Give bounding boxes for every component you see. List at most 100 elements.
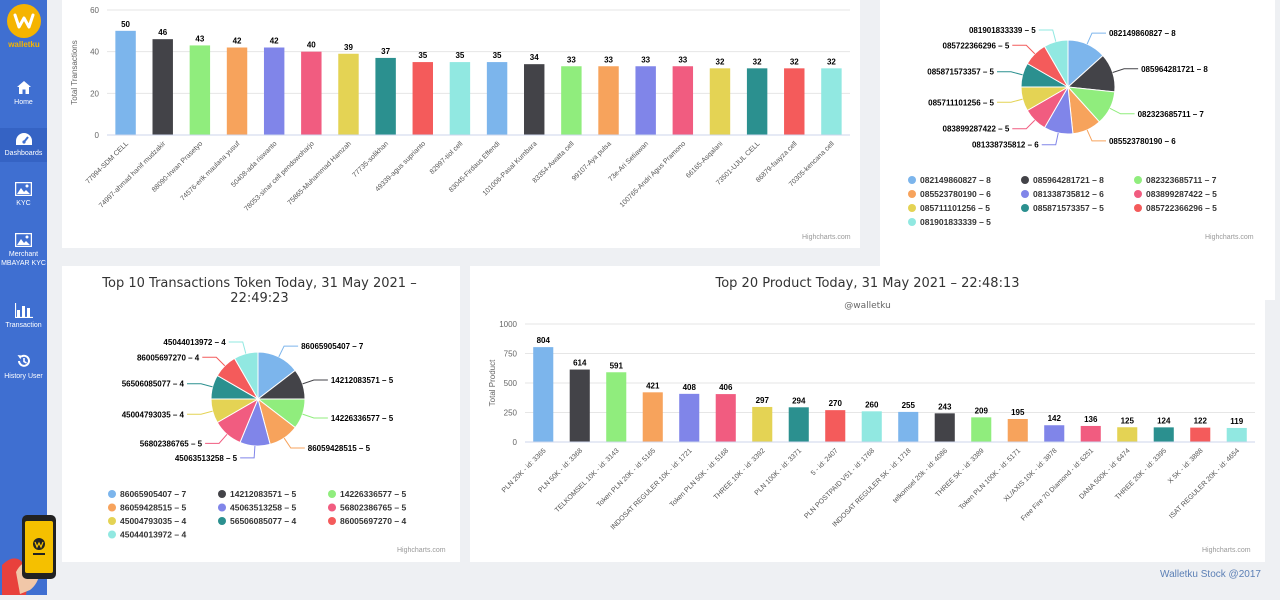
sidebar-item-label: Transaction — [5, 322, 42, 329]
data-label: 804 — [537, 336, 551, 345]
data-label: 45044013972 – 4 — [163, 338, 226, 347]
x-tick-label: X 5K - id: 3888 — [1167, 447, 1205, 485]
connector-line — [302, 379, 328, 385]
bar[interactable] — [375, 57, 396, 135]
bar[interactable] — [449, 62, 471, 136]
bar[interactable] — [338, 53, 359, 135]
legend-item[interactable]: 083899287422 – 5 — [1146, 189, 1217, 199]
bar[interactable] — [606, 372, 627, 442]
bar[interactable] — [1080, 425, 1101, 442]
bar[interactable] — [1226, 427, 1247, 442]
bar[interactable] — [263, 47, 285, 136]
legend-item[interactable]: 081901833339 – 5 — [920, 217, 991, 227]
legend-symbol — [328, 490, 336, 498]
y-axis-title: Total Transactions — [70, 40, 79, 104]
x-tick-label: 77735-solikhan — [352, 140, 391, 179]
bar[interactable] — [115, 30, 136, 135]
bar[interactable] — [524, 64, 545, 135]
dashboard-icon — [15, 133, 32, 145]
sidebar-item-dashboards[interactable]: Dashboards — [0, 128, 47, 162]
highcharts-credits[interactable]: Highcharts.com — [1202, 547, 1251, 554]
pie-slice[interactable] — [233, 351, 259, 401]
legend-item[interactable]: 14226336577 – 5 — [340, 489, 406, 499]
bar[interactable] — [715, 394, 736, 442]
legend-item[interactable]: 45063513258 – 5 — [230, 503, 296, 513]
pie-slice[interactable] — [1043, 39, 1069, 89]
y-tick-label: 0 — [95, 131, 100, 140]
legend-item[interactable]: 86005697270 – 4 — [340, 516, 406, 526]
bar[interactable] — [971, 417, 992, 442]
legend-symbol — [1021, 176, 1029, 184]
y-tick-label: 250 — [504, 409, 518, 418]
sidebar-item-label: History User — [4, 373, 43, 380]
sidebar-item-merchant-kyc[interactable]: Merchant MBAYAR KYC — [0, 233, 47, 268]
legend-item[interactable]: 14212083571 – 5 — [230, 489, 296, 499]
x-tick-label: TELKOMSEL 10K - id: 3143 — [554, 447, 621, 514]
highcharts-credits[interactable]: Highcharts.com — [397, 547, 446, 554]
legend-item[interactable]: 085523780190 – 6 — [920, 189, 991, 199]
legend-item[interactable]: 082323685711 – 7 — [1146, 175, 1217, 185]
data-label: 270 — [829, 399, 843, 408]
bar[interactable] — [752, 406, 773, 442]
legend-item[interactable]: 082149860827 – 8 — [920, 175, 991, 185]
bar[interactable] — [533, 347, 554, 442]
bar[interactable] — [679, 393, 700, 442]
data-label: 142 — [1048, 414, 1062, 423]
legend-symbol — [1134, 204, 1142, 212]
bar[interactable] — [569, 369, 590, 442]
bar[interactable] — [1153, 427, 1174, 442]
bar[interactable] — [1190, 427, 1211, 442]
bar[interactable] — [746, 68, 768, 135]
bar[interactable] — [152, 39, 173, 135]
bar[interactable] — [861, 411, 882, 442]
data-label: 294 — [792, 396, 806, 405]
sidebar-item-history-user[interactable]: History User — [0, 353, 47, 381]
data-label: 14212083571 – 5 — [331, 376, 394, 385]
legend-item[interactable]: 085711101256 – 5 — [920, 203, 990, 213]
data-label: 40 — [307, 41, 316, 50]
data-label: 406 — [719, 383, 733, 392]
bar[interactable] — [784, 68, 805, 135]
bar[interactable] — [301, 51, 322, 135]
legend-item[interactable]: 45004793035 – 4 — [120, 516, 186, 526]
highcharts-credits[interactable]: Highcharts.com — [802, 234, 851, 241]
sidebar-item-transaction[interactable]: Transaction — [0, 303, 47, 330]
legend-item[interactable]: 56802386765 – 5 — [340, 503, 406, 513]
sidebar-item-home[interactable]: Home — [0, 80, 47, 107]
legend-item[interactable]: 86059428515 – 5 — [120, 503, 186, 513]
bar[interactable] — [598, 66, 619, 135]
bar[interactable] — [821, 68, 842, 135]
bar[interactable] — [226, 47, 248, 136]
legend-item[interactable]: 56506085077 – 4 — [230, 516, 296, 526]
top-phones-pie-chart: 082149860827 – 8 085964281721 – 8 08232368… — [908, 26, 1217, 227]
bar[interactable] — [934, 413, 955, 442]
legend-item[interactable]: 86065905407 – 7 — [120, 489, 186, 499]
bar[interactable] — [561, 66, 582, 135]
legend-item[interactable]: 45044013972 – 4 — [120, 530, 186, 540]
legend-item[interactable]: 081338735812 – 6 — [1033, 189, 1104, 199]
legend-symbol — [1021, 190, 1029, 198]
bar[interactable] — [788, 407, 809, 442]
bar[interactable] — [412, 62, 433, 136]
bar[interactable] — [825, 410, 846, 442]
walletku-logo[interactable]: walletku — [4, 4, 44, 50]
bar[interactable] — [189, 45, 211, 135]
bar[interactable] — [486, 62, 508, 136]
legend-item[interactable]: 085722366296 – 5 — [1146, 203, 1217, 213]
data-label: 86005697270 – 4 — [137, 353, 200, 362]
legend-item[interactable]: 085871573357 – 5 — [1033, 203, 1104, 213]
bar[interactable] — [672, 66, 694, 135]
legend-item[interactable]: 085964281721 – 8 — [1033, 175, 1104, 185]
bar[interactable] — [709, 68, 731, 135]
bar[interactable] — [642, 392, 663, 442]
bar[interactable] — [1007, 418, 1028, 442]
bar[interactable] — [635, 66, 656, 135]
bar[interactable] — [1117, 427, 1138, 442]
highcharts-credits[interactable]: Highcharts.com — [1205, 234, 1254, 241]
sidebar-item-kyc[interactable]: KYC — [0, 182, 47, 208]
bar[interactable] — [898, 411, 919, 442]
connector-line — [1086, 32, 1106, 45]
data-label: 082149860827 – 8 — [1109, 29, 1176, 38]
bar[interactable] — [1044, 425, 1065, 442]
